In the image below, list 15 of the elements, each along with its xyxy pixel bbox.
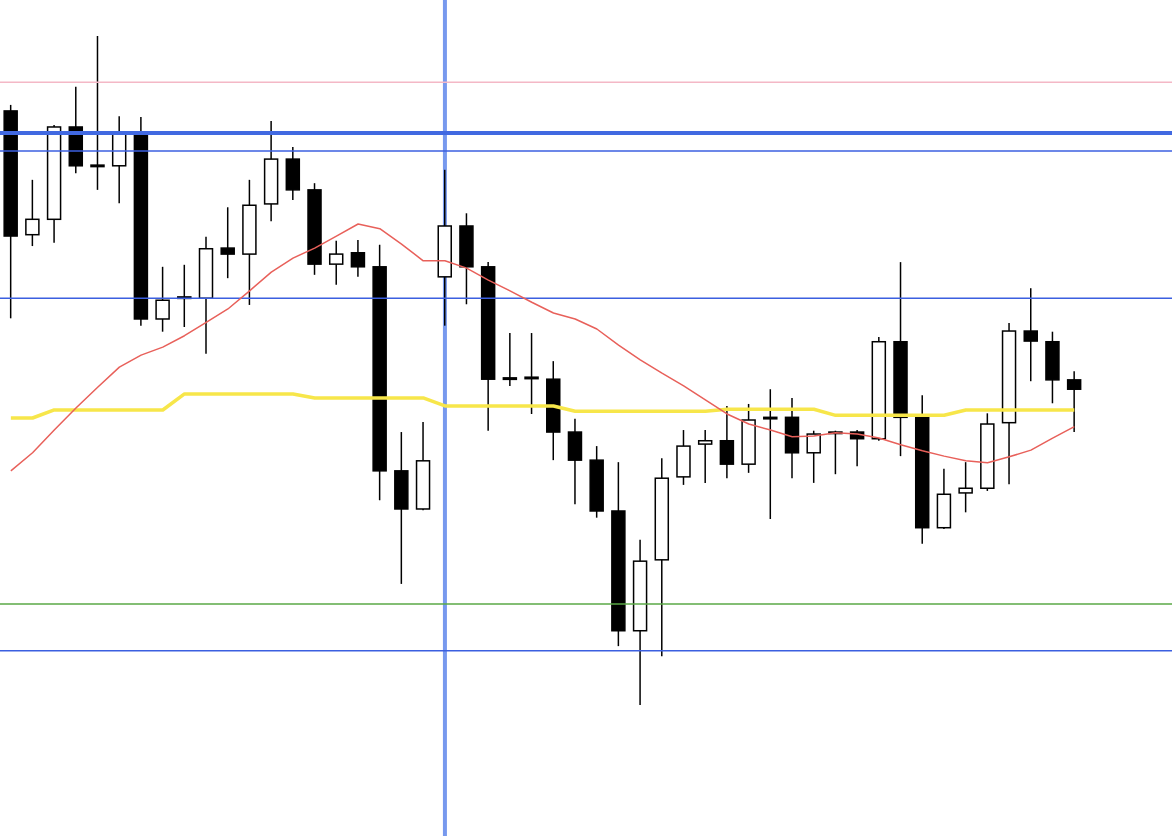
candlestick [719, 405, 735, 479]
candlestick [90, 36, 105, 191]
candlestick [328, 239, 344, 286]
candlestick [958, 461, 973, 514]
candlestick [25, 179, 40, 247]
candlestick [524, 332, 539, 415]
candlestick [155, 266, 170, 333]
candlestick [806, 429, 821, 484]
candlestick [350, 239, 366, 278]
candlestick [220, 206, 235, 279]
candlestick [1066, 370, 1082, 433]
candlestick [502, 332, 518, 387]
candlestick [1023, 287, 1038, 382]
candlestick [763, 388, 778, 520]
candlestick [697, 429, 713, 484]
